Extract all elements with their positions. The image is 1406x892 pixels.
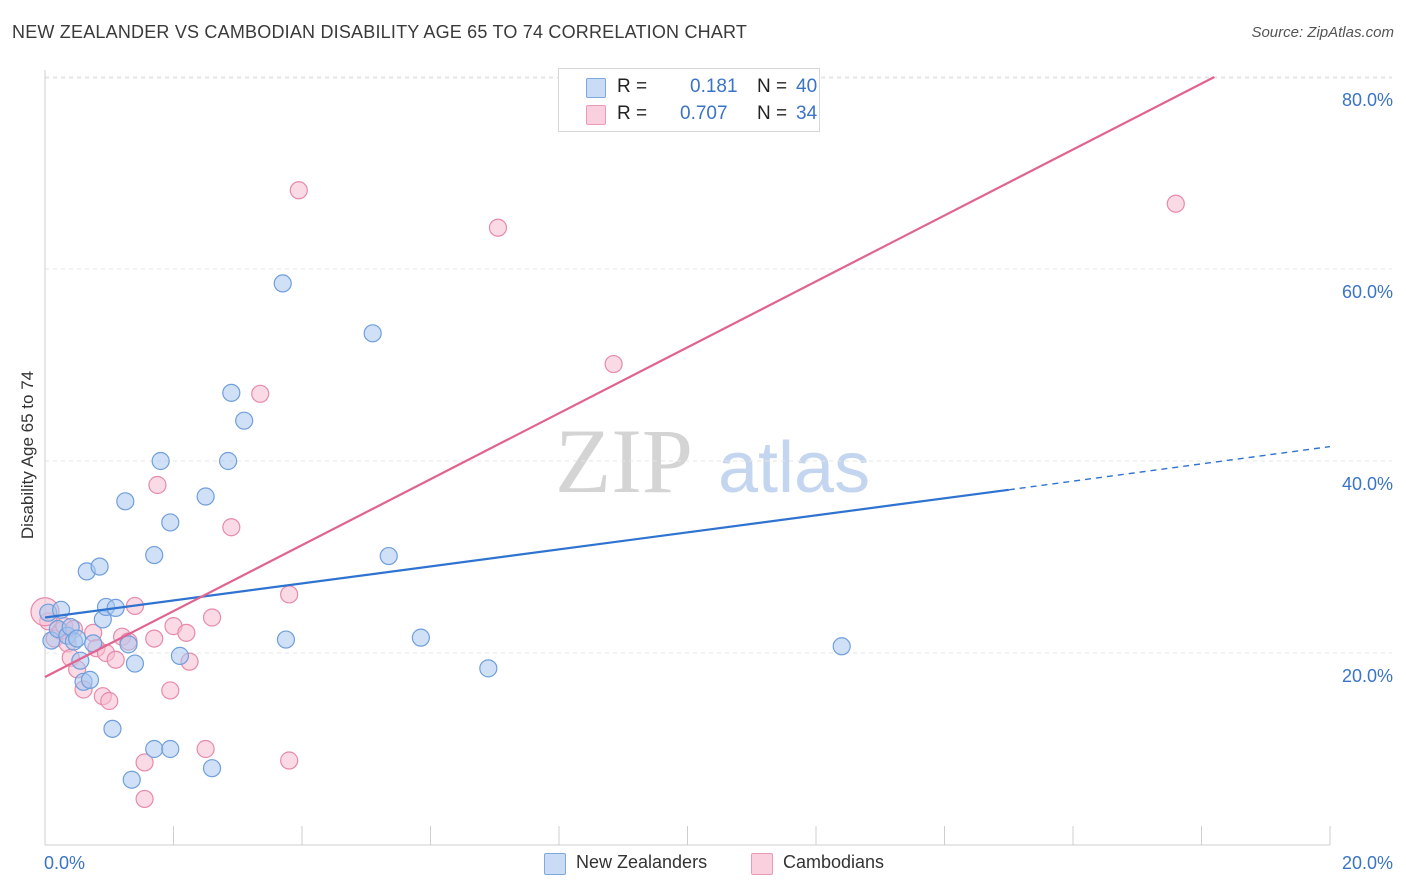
data-point (68, 629, 87, 648)
data-point (106, 650, 125, 669)
data-point (170, 646, 190, 665)
data-point (235, 411, 254, 430)
y-tick-label: 40.0% (1342, 474, 1393, 494)
data-point (148, 475, 167, 495)
data-point (222, 383, 241, 402)
data-point (116, 492, 135, 511)
legend-r-value: 0.707 (680, 103, 728, 124)
axes (44, 70, 1331, 846)
data-point (161, 739, 180, 759)
trend-line-new-zealanders-extension (1008, 445, 1331, 491)
data-point (177, 623, 196, 642)
legend-n-value: 40 (796, 76, 818, 97)
data-point (276, 630, 296, 649)
data-point (251, 384, 270, 403)
data-point (135, 753, 154, 772)
legend-r-value: 0.181 (690, 76, 738, 97)
bottom-legend-label: New Zealanders (576, 852, 708, 872)
legend-swatch-pink (586, 105, 606, 125)
data-point (379, 546, 398, 566)
legend-n-label: N = (757, 103, 788, 124)
data-point (273, 274, 292, 293)
data-point (145, 545, 164, 565)
data-point (363, 324, 382, 343)
source-credit: Source: ZipAtlas.com (1251, 24, 1394, 41)
data-point (411, 628, 430, 647)
data-point (280, 585, 299, 604)
data-point (832, 637, 851, 656)
data-point (289, 181, 308, 200)
correlation-legend: R = 0.181 N = 40 R = 0.707 N = 34 (558, 68, 820, 132)
chart-title: NEW ZEALANDER VS CAMBODIAN DISABILITY AG… (12, 22, 748, 42)
legend-r-label: R = (617, 76, 648, 97)
bottom-legend-swatch-blue (544, 853, 566, 875)
data-point (135, 789, 154, 809)
x-tick-label-end: 20.0% (1342, 853, 1393, 873)
y-tick-label: 20.0% (1342, 666, 1393, 686)
y-tick-label: 80.0% (1342, 90, 1393, 110)
bottom-legend-label: Cambodians (783, 852, 885, 872)
trend-line-cambodians (44, 76, 1215, 678)
data-point (280, 751, 299, 770)
data-point (219, 451, 238, 471)
tick-labels: 20.0% 40.0% 60.0% 80.0% 0.0% 20.0% (44, 90, 1393, 873)
data-point (202, 608, 222, 627)
legend-swatch-blue (586, 78, 606, 98)
data-point (145, 739, 164, 759)
data-point (604, 354, 623, 374)
data-point (145, 629, 164, 648)
legend-r-label: R = (617, 103, 648, 124)
data-point (479, 659, 498, 678)
bottom-legend-swatch-pink (751, 853, 773, 875)
data-point (161, 681, 180, 700)
data-point (103, 719, 122, 738)
data-point (80, 670, 100, 689)
legend-n-value: 34 (796, 103, 818, 124)
data-point (196, 487, 215, 506)
data-point (119, 635, 138, 654)
gridlines (45, 76, 1392, 654)
data-point (196, 739, 215, 759)
data-point (222, 518, 241, 537)
data-point (151, 451, 170, 471)
data-point (125, 654, 145, 673)
data-point (202, 759, 222, 778)
data-point (1166, 194, 1185, 213)
data-point (488, 218, 508, 237)
x-tick-label-start: 0.0% (44, 853, 85, 873)
data-point (90, 557, 109, 576)
data-point (122, 770, 141, 789)
trend-lines (44, 76, 1331, 678)
legend-n-label: N = (757, 76, 788, 97)
new-zealanders-points (39, 274, 851, 789)
data-point (100, 691, 119, 711)
trend-line-new-zealanders (44, 488, 1009, 619)
watermark-atlas: atlas (718, 428, 870, 508)
y-tick-label: 60.0% (1342, 282, 1393, 302)
data-point (161, 513, 180, 532)
